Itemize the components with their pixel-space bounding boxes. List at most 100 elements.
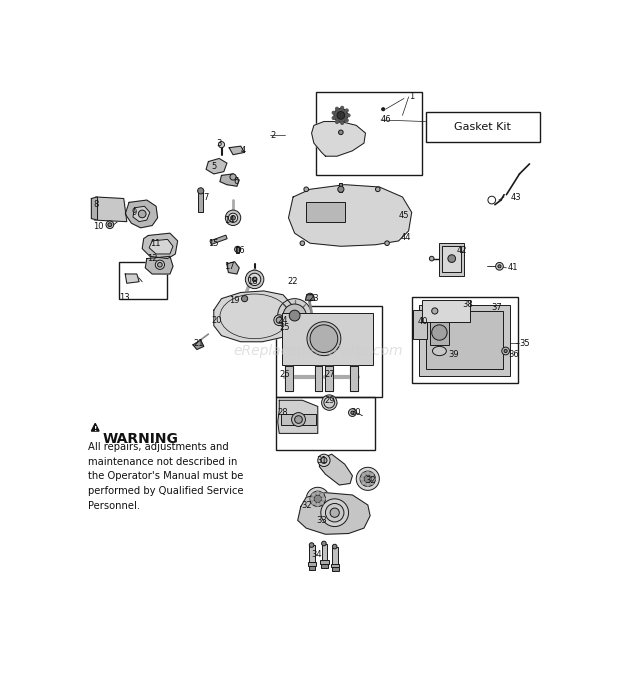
Circle shape — [294, 416, 303, 424]
Text: 42: 42 — [456, 246, 467, 255]
Circle shape — [309, 543, 314, 547]
Circle shape — [300, 241, 304, 246]
Polygon shape — [206, 158, 227, 174]
Text: 34: 34 — [312, 549, 322, 558]
Polygon shape — [145, 256, 173, 274]
Text: 44: 44 — [401, 233, 412, 242]
Circle shape — [340, 107, 343, 109]
Polygon shape — [288, 185, 412, 246]
Bar — [322, 543, 327, 562]
Circle shape — [366, 471, 370, 475]
Text: WARNING: WARNING — [102, 432, 178, 446]
Circle shape — [360, 471, 376, 486]
Bar — [412, 297, 518, 383]
Bar — [276, 307, 383, 397]
Bar — [430, 320, 449, 345]
Text: 38: 38 — [463, 300, 473, 309]
Circle shape — [340, 121, 343, 125]
Circle shape — [430, 256, 434, 261]
Bar — [306, 202, 345, 221]
Circle shape — [432, 308, 438, 314]
Text: 37: 37 — [491, 303, 502, 312]
Circle shape — [276, 317, 282, 323]
Bar — [339, 183, 342, 192]
Text: 43: 43 — [510, 192, 521, 201]
Polygon shape — [125, 200, 157, 228]
Circle shape — [246, 270, 264, 289]
Circle shape — [385, 241, 389, 246]
Circle shape — [504, 349, 507, 352]
Text: 40: 40 — [418, 317, 428, 326]
Polygon shape — [227, 262, 239, 274]
Circle shape — [106, 221, 113, 228]
Text: 7: 7 — [204, 192, 209, 201]
Circle shape — [351, 411, 354, 414]
Polygon shape — [193, 340, 204, 349]
Circle shape — [322, 541, 326, 546]
Circle shape — [338, 186, 344, 192]
Circle shape — [347, 114, 350, 117]
Text: 13: 13 — [119, 293, 130, 302]
Polygon shape — [133, 206, 150, 221]
Circle shape — [348, 409, 356, 417]
Text: 22: 22 — [287, 277, 298, 286]
Ellipse shape — [433, 347, 446, 356]
Circle shape — [108, 223, 112, 227]
Text: 26: 26 — [279, 370, 290, 379]
Polygon shape — [229, 146, 245, 154]
Text: 2: 2 — [270, 131, 275, 140]
Text: 41: 41 — [507, 264, 518, 273]
Polygon shape — [149, 239, 173, 254]
Circle shape — [155, 260, 164, 269]
Circle shape — [321, 499, 348, 527]
Bar — [210, 235, 227, 244]
Circle shape — [252, 277, 257, 282]
Bar — [321, 564, 328, 568]
Circle shape — [356, 467, 379, 491]
Bar — [440, 243, 464, 275]
Circle shape — [370, 481, 374, 485]
Text: 14: 14 — [224, 216, 234, 225]
Circle shape — [345, 119, 348, 122]
Circle shape — [314, 495, 322, 502]
Text: 12: 12 — [147, 254, 157, 263]
Circle shape — [376, 187, 380, 192]
Text: 27: 27 — [324, 370, 335, 379]
Text: 19: 19 — [229, 295, 240, 304]
Bar — [332, 567, 339, 571]
Circle shape — [366, 483, 370, 486]
Bar — [320, 561, 329, 564]
Bar — [282, 313, 373, 365]
Text: 20: 20 — [211, 316, 222, 325]
Circle shape — [291, 412, 306, 426]
Circle shape — [495, 262, 503, 270]
Circle shape — [360, 477, 364, 481]
Circle shape — [362, 473, 366, 477]
Text: 1: 1 — [409, 93, 414, 102]
Text: 11: 11 — [150, 239, 161, 248]
Text: 36: 36 — [508, 349, 520, 358]
Polygon shape — [220, 174, 239, 186]
Circle shape — [231, 215, 236, 220]
Text: 18: 18 — [247, 277, 257, 286]
Circle shape — [498, 265, 501, 268]
Bar — [419, 304, 510, 376]
Circle shape — [228, 213, 237, 222]
Circle shape — [306, 293, 314, 301]
Circle shape — [322, 395, 337, 410]
Circle shape — [326, 504, 344, 522]
Circle shape — [321, 457, 327, 464]
Text: !: ! — [94, 426, 97, 432]
Text: 16: 16 — [234, 246, 246, 255]
Text: 29: 29 — [324, 396, 334, 405]
Circle shape — [362, 481, 366, 485]
Circle shape — [339, 130, 343, 135]
Circle shape — [332, 111, 335, 114]
Circle shape — [218, 142, 224, 147]
Text: 39: 39 — [449, 349, 459, 358]
Circle shape — [290, 310, 300, 321]
Polygon shape — [278, 400, 317, 433]
Text: 31: 31 — [316, 456, 327, 465]
Circle shape — [304, 187, 309, 192]
Circle shape — [332, 116, 335, 120]
